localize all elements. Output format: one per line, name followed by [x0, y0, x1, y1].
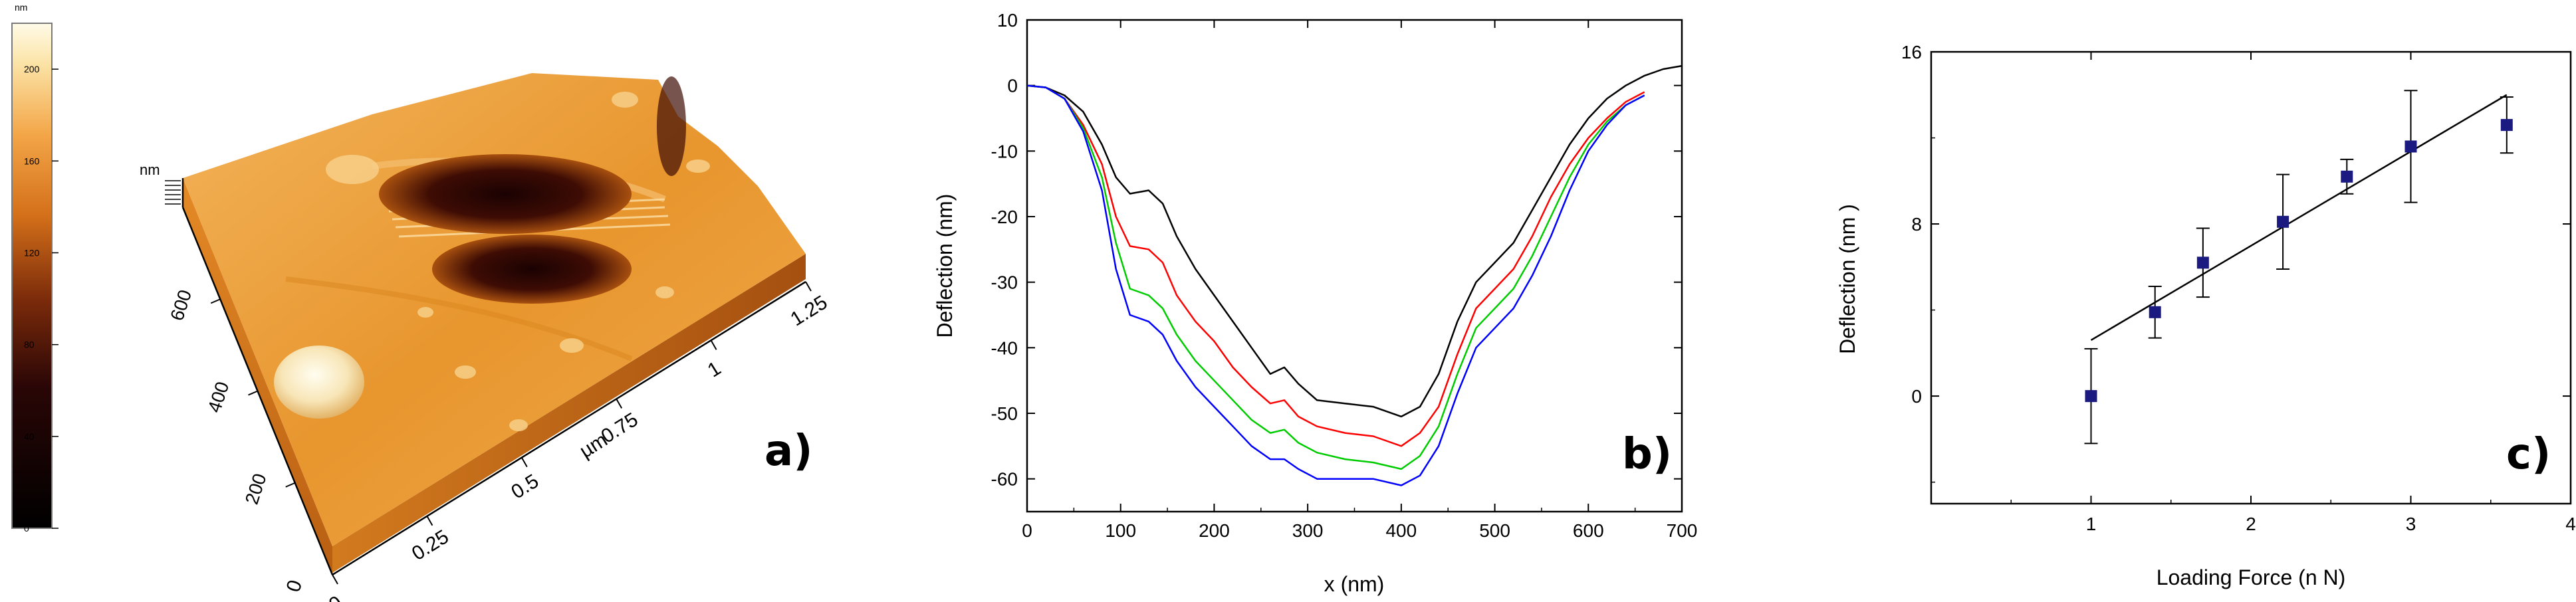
surface-x-tick-label: 0.5	[507, 470, 542, 503]
panel-b-y-tick-label: -60	[991, 469, 1018, 490]
panel-b-x-axis-label: x (nm)	[1324, 572, 1385, 596]
panel-b-x-tick-label: 100	[1105, 520, 1136, 541]
panel-b-y-tick-label: -20	[991, 207, 1018, 227]
surface-x-tick-label: 1	[704, 357, 725, 382]
panel-c-points	[2084, 90, 2514, 445]
surface-x-tick-label: 0	[325, 592, 346, 602]
panel-c-data-point	[2404, 140, 2417, 153]
surface-hole-upper	[379, 154, 632, 234]
panel-b-y-tick-label: 0	[1007, 76, 1018, 96]
panel-c-x-axis-label: Loading Force (n N)	[2157, 565, 2346, 589]
panel-c-y-axis-label: Deflection (nm )	[1835, 204, 1859, 354]
surface-y-tick-label: 600	[166, 287, 195, 323]
panel-c-y-tick-label: 16	[1901, 42, 1922, 62]
panel-c-fit-line	[2090, 94, 2508, 341]
panel-c-data-point	[2196, 256, 2209, 269]
surface-y-tick-mark	[285, 482, 296, 488]
panel-b-y-tick-label: -50	[991, 403, 1018, 424]
panel-c-x-tick-label: 1	[2086, 514, 2097, 534]
panel-c-data-point	[2500, 119, 2513, 132]
surface-x-tick-mark	[805, 281, 812, 292]
surface-y-tick-label: 400	[204, 379, 233, 415]
panel-b-label: b)	[1622, 430, 1672, 479]
panel-c-fit	[2090, 94, 2508, 341]
surface-y-tick-mark	[248, 390, 258, 396]
surface-bump	[274, 346, 364, 419]
panel-c-x-tick-label: 2	[2246, 514, 2256, 534]
panel-b-ticks: 0 100 200 300 400 500 600 700100-10-20-30-40-50…	[991, 10, 1698, 541]
panel-b-series-line-3	[1026, 84, 1645, 470]
surface-z-unit: nm	[140, 161, 160, 178]
panel-b-x-tick-label: 200	[1199, 520, 1230, 541]
colorbar-unit: nm	[15, 2, 27, 13]
surface-particles	[326, 92, 710, 431]
surface-front-face	[183, 178, 332, 573]
panel-c-y-tick-label: 0	[1911, 386, 1922, 407]
panel-b-y-tick-label: -10	[991, 141, 1018, 161]
colorbar-tick-label: 160	[24, 155, 40, 166]
panel-b-series-line-1	[1026, 64, 1683, 418]
surface-hole-lower	[432, 235, 632, 304]
panel-c-data-point	[2149, 306, 2161, 318]
panel-b-x-tick-label: 500	[1479, 520, 1510, 541]
panel-b-series-line-2	[1026, 84, 1645, 447]
surface-x-axis	[332, 280, 806, 576]
panel-b-series-line-4	[1026, 84, 1645, 486]
surface-x-tick-mark	[616, 398, 623, 409]
surface-x-tick-mark	[521, 457, 528, 468]
colorbar-tick-label: 40	[24, 431, 35, 442]
panel-c-plot-frame	[1930, 50, 2572, 505]
panel-a-label: a)	[764, 427, 812, 476]
panel-c-x-tick-label: 3	[2406, 514, 2416, 534]
panel-b-x-tick-label: 0	[1022, 520, 1032, 541]
panel-b-x-tick-label: 600	[1573, 520, 1604, 541]
surface-side-face	[332, 254, 806, 573]
colorbar-gradient	[11, 23, 53, 529]
surface-x-tick-mark	[426, 516, 433, 526]
panel-c: 1 2 3 4 16 8 0 Loading Force (n N) Deflection …	[1835, 42, 2576, 589]
colorbar: nm 200 160 120 80 40 0	[11, 2, 59, 534]
panel-c-ticks: 1 2 3 4 16 8 0	[1901, 42, 2576, 534]
panel-b-x-tick-label: 400	[1385, 520, 1417, 541]
panel-c-y-tick-label: 8	[1911, 214, 1922, 235]
surface-z-ticks	[165, 180, 181, 205]
surface-y-tick-mark	[210, 298, 221, 304]
panel-c-data-point	[2277, 215, 2289, 228]
surface-y-origin-label: 0	[283, 577, 307, 595]
panel-c-data-point	[2085, 390, 2097, 403]
panel-b-y-tick-label: 10	[997, 10, 1018, 31]
surface-x-tick-label: 1.25	[786, 291, 831, 330]
panel-c-x-tick-label: 4	[2565, 514, 2576, 534]
panel-b-x-tick-label: 300	[1292, 520, 1324, 541]
surface-x-tick-mark	[332, 574, 338, 585]
panel-b-plot-frame	[1026, 19, 1683, 513]
surface-y-tick-label: 200	[241, 471, 271, 507]
colorbar-tick-label: 200	[24, 64, 40, 74]
surface-edge-dark	[657, 76, 686, 176]
colorbar-tick-label: 0	[24, 523, 29, 534]
surface-x-tick-mark	[710, 340, 717, 350]
panel-b-y-axis-label: Deflection (nm)	[933, 194, 957, 338]
panel-c-label: c)	[2506, 430, 2551, 479]
panel-b-y-tick-label: -40	[991, 338, 1018, 358]
surface-x-tick-label: 0.25	[408, 526, 453, 565]
panel-b-y-tick-label: -30	[991, 272, 1018, 293]
panel-b-series	[1026, 64, 1683, 486]
colorbar-tick-label: 80	[24, 340, 35, 350]
colorbar-ticks: 200 160 120 80 40 0	[24, 64, 59, 534]
colorbar-tick-label: 120	[24, 247, 40, 258]
panel-b: 0 100 200 300 400 500 600 700100-10-20-30-40-50…	[933, 10, 1697, 596]
panel-b-x-tick-label: 700	[1667, 520, 1698, 541]
panel-c-data-point	[2341, 170, 2353, 183]
